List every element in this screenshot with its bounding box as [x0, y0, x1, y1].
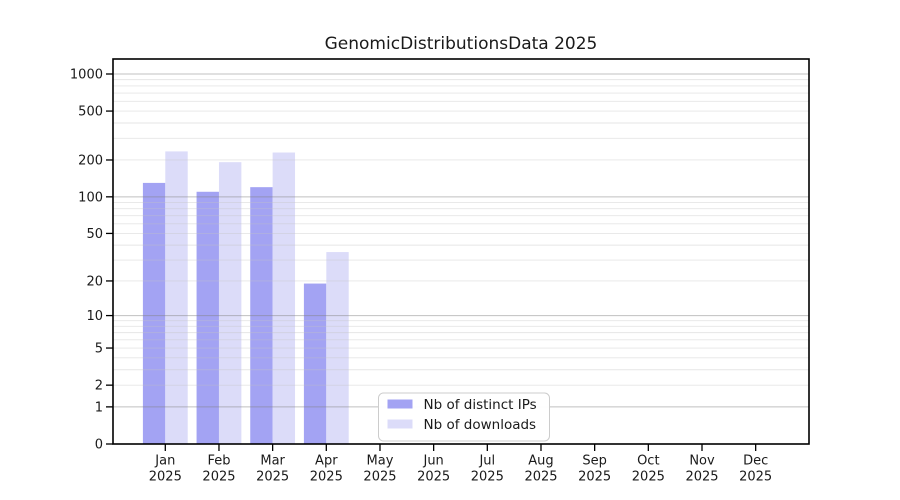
x-tick-label-year: 2025 — [524, 470, 557, 485]
x-tick-label-year: 2025 — [578, 470, 611, 485]
x-tick-label-year: 2025 — [256, 470, 289, 485]
x-tick-label-month: Jun — [422, 454, 443, 469]
x-tick-label-month: Jul — [478, 454, 495, 469]
y-tick-label: 10 — [86, 309, 103, 324]
x-tick-label-year: 2025 — [739, 470, 772, 485]
x-tick-label-month: Nov — [689, 454, 715, 469]
x-tick-label-year: 2025 — [310, 470, 343, 485]
y-tick-label: 100 — [78, 190, 103, 205]
bar-downloads-feb — [218, 162, 242, 444]
legend-swatch-distinct-ips — [387, 399, 413, 409]
x-tick-label-month: Oct — [637, 454, 659, 469]
y-tick-label: 20 — [86, 274, 103, 289]
legend-label-distinct-ips: Nb of distinct IPs — [424, 397, 537, 413]
y-tick-label: 0 — [95, 438, 103, 453]
y-tick-label: 1000 — [70, 68, 103, 83]
chart-title: GenomicDistributionsData 2025 — [325, 34, 598, 54]
plot-border — [112, 58, 810, 445]
x-tick-label-month: May — [367, 454, 394, 469]
y-tick-label: 1 — [95, 400, 103, 415]
x-tick-label-month: Apr — [315, 454, 338, 469]
legend: Nb of distinct IPs Nb of downloads — [378, 392, 550, 442]
x-tick-label-month: Jan — [154, 454, 175, 469]
x-tick-label-month: Mar — [260, 454, 285, 469]
x-tick-label-year: 2025 — [363, 470, 396, 485]
x-tick-label-month: Aug — [528, 454, 553, 469]
y-tick-label: 5 — [95, 342, 103, 357]
x-tick-label-year: 2025 — [202, 470, 235, 485]
bar-downloads-apr — [326, 252, 349, 444]
x-tick-label-year: 2025 — [471, 470, 504, 485]
bar-distinct-ips-feb — [196, 191, 219, 444]
bar-distinct-ips-jan — [142, 182, 166, 444]
x-tick-label-year: 2025 — [149, 470, 182, 485]
y-tick-label: 500 — [78, 105, 103, 120]
x-tick-label-month: Dec — [743, 454, 768, 469]
plot-layer: 01251020501002005001000Jan2025Feb2025Mar… — [70, 58, 810, 485]
legend-swatch-downloads — [387, 419, 413, 429]
bar-downloads-mar — [272, 152, 296, 444]
y-tick-label: 2 — [95, 379, 103, 394]
x-tick-label-month: Feb — [207, 454, 230, 469]
legend-box — [378, 392, 550, 442]
y-tick-label: 200 — [78, 153, 103, 168]
y-tick-label: 50 — [86, 227, 103, 242]
x-tick-label-year: 2025 — [417, 470, 450, 485]
bar-distinct-ips-apr — [303, 283, 327, 444]
x-tick-label-month: Sep — [582, 454, 607, 469]
x-tick-label-year: 2025 — [685, 470, 718, 485]
bar-downloads-jan — [165, 151, 188, 445]
x-tick-label-year: 2025 — [632, 470, 665, 485]
legend-label-downloads: Nb of downloads — [424, 417, 537, 433]
